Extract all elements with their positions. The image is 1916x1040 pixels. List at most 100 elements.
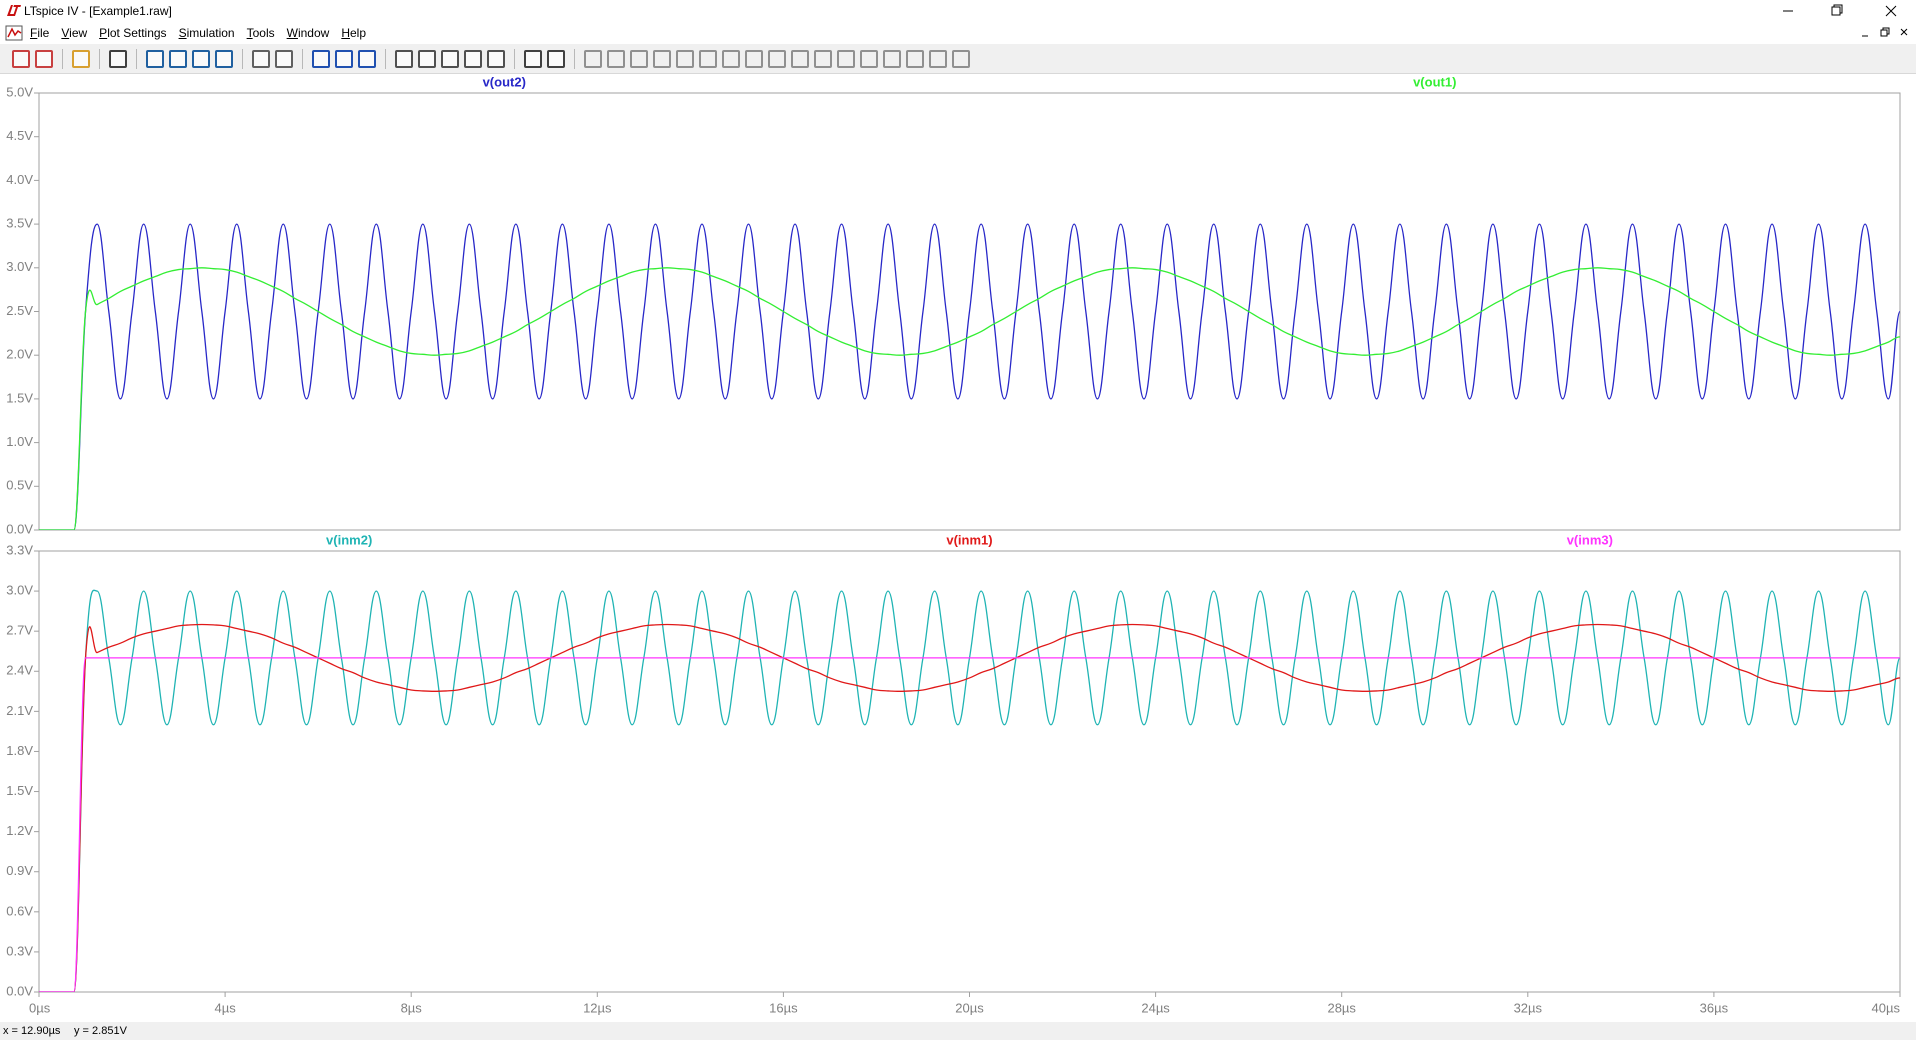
toolbar-button[interactable]	[607, 50, 625, 68]
toolbar-button[interactable]	[837, 50, 855, 68]
toolbar-button[interactable]	[12, 50, 30, 68]
toolbar-button[interactable]	[441, 50, 459, 68]
y-tick-label: 2.1V	[6, 703, 33, 718]
y-tick-label: 0.3V	[6, 943, 33, 958]
toolbar-button[interactable]	[814, 50, 832, 68]
toolbar-button[interactable]	[952, 50, 970, 68]
toolbar-button[interactable]	[722, 50, 740, 68]
cursor-y: y = 2.851V	[74, 1025, 127, 1037]
menu-item[interactable]: Plot Settings	[99, 26, 167, 40]
toolbar-button[interactable]	[487, 50, 505, 68]
toolbar-button[interactable]	[275, 50, 293, 68]
cursor-x: x = 12.90µs	[3, 1025, 61, 1037]
toolbar-separator	[385, 49, 386, 69]
trace	[39, 267, 1900, 530]
x-tick-label: 20µs	[955, 1000, 984, 1015]
toolbar-button[interactable]	[929, 50, 947, 68]
window-title: LTspice IV - [Example1.raw]	[24, 4, 172, 18]
toolbar-separator	[136, 49, 137, 69]
y-tick-label: 0.0V	[6, 521, 33, 536]
y-tick-label: 1.8V	[6, 743, 33, 758]
y-tick-label: 1.5V	[6, 783, 33, 798]
menu-item[interactable]: File	[30, 26, 50, 40]
toolbar-button[interactable]	[109, 50, 127, 68]
y-tick-label: 2.5V	[6, 303, 33, 318]
x-tick-label: 36µs	[1700, 1000, 1729, 1015]
title-bar: LTspice IV - [Example1.raw]	[0, 0, 1916, 22]
x-tick-label: 24µs	[1141, 1000, 1170, 1015]
toolbar-button[interactable]	[547, 50, 565, 68]
toolbar-button[interactable]	[584, 50, 602, 68]
toolbar-button[interactable]	[146, 50, 164, 68]
toolbar-button[interactable]	[653, 50, 671, 68]
y-tick-label: 1.0V	[6, 434, 33, 449]
toolbar-button[interactable]	[418, 50, 436, 68]
toolbar-button[interactable]	[169, 50, 187, 68]
trace-label[interactable]: v(inm1)	[946, 532, 992, 547]
trace-label[interactable]: v(out1)	[1413, 74, 1456, 89]
x-tick-label: 28µs	[1327, 1000, 1356, 1015]
y-tick-label: 2.0V	[6, 347, 33, 362]
menu-item[interactable]: Tools	[246, 26, 275, 40]
toolbar-button[interactable]	[192, 50, 210, 68]
toolbar-button[interactable]	[335, 50, 353, 68]
toolbar-button[interactable]	[215, 50, 233, 68]
toolbar-button[interactable]	[72, 50, 90, 68]
toolbar-button[interactable]	[395, 50, 413, 68]
x-tick-label: 0µs	[29, 1000, 51, 1015]
x-tick-label: 4µs	[214, 1000, 236, 1015]
toolbar-button[interactable]	[676, 50, 694, 68]
app-icon	[7, 5, 21, 16]
menu-item[interactable]: Help	[341, 26, 366, 40]
y-tick-label: 0.5V	[6, 478, 33, 493]
toolbar-button[interactable]	[860, 50, 878, 68]
y-tick-label: 1.5V	[6, 390, 33, 405]
toolbar-button[interactable]	[699, 50, 717, 68]
trace-label[interactable]: v(inm3)	[1567, 532, 1613, 547]
y-tick-label: 1.2V	[6, 823, 33, 838]
menu-item[interactable]: Simulation	[178, 26, 235, 40]
x-tick-label: 32µs	[1514, 1000, 1543, 1015]
trace-label[interactable]: v(out2)	[483, 74, 526, 89]
trace-label[interactable]: v(inm2)	[326, 532, 372, 547]
status-bar: x = 12.90µs y = 2.851V	[0, 1022, 1916, 1040]
y-tick-label: 0.6V	[6, 903, 33, 918]
menu: File View Plot Settings Simulation Tools Wind…	[30, 26, 366, 40]
toolbar-separator	[62, 49, 63, 69]
toolbar-button[interactable]	[630, 50, 648, 68]
doc-icon	[5, 25, 23, 41]
y-tick-label: 3.0V	[6, 583, 33, 598]
x-tick-label: 40µs	[1872, 1000, 1901, 1015]
plot-area	[38, 550, 1901, 993]
menu-item[interactable]: Window	[286, 26, 330, 40]
mdi-controls[interactable]	[1856, 23, 1916, 43]
toolbar-button[interactable]	[35, 50, 53, 68]
tool-buttons	[12, 49, 970, 69]
y-tick-label: 4.5V	[6, 128, 33, 143]
y-tick-label: 4.0V	[6, 172, 33, 187]
x-tick-label: 8µs	[401, 1000, 423, 1015]
toolbar-button[interactable]	[464, 50, 482, 68]
window-controls[interactable]	[1766, 0, 1916, 22]
trace	[39, 623, 1900, 992]
toolbar	[0, 44, 1916, 74]
toolbar-separator	[302, 49, 303, 69]
toolbar-button[interactable]	[358, 50, 376, 68]
toolbar-button[interactable]	[768, 50, 786, 68]
toolbar-separator	[99, 49, 100, 69]
toolbar-button[interactable]	[745, 50, 763, 68]
y-tick-label: 0.9V	[6, 863, 33, 878]
trace	[39, 223, 1900, 530]
toolbar-separator	[514, 49, 515, 69]
toolbar-button[interactable]	[524, 50, 542, 68]
toolbar-button[interactable]	[791, 50, 809, 68]
toolbar-button[interactable]	[906, 50, 924, 68]
menu-item[interactable]: View	[61, 26, 88, 40]
y-tick-label: 5.0V	[6, 84, 33, 99]
toolbar-separator	[242, 49, 243, 69]
toolbar-button[interactable]	[883, 50, 901, 68]
menu-bar: File View Plot Settings Simulation Tools Wind…	[0, 22, 1916, 44]
toolbar-button[interactable]	[252, 50, 270, 68]
toolbar-button[interactable]	[312, 50, 330, 68]
